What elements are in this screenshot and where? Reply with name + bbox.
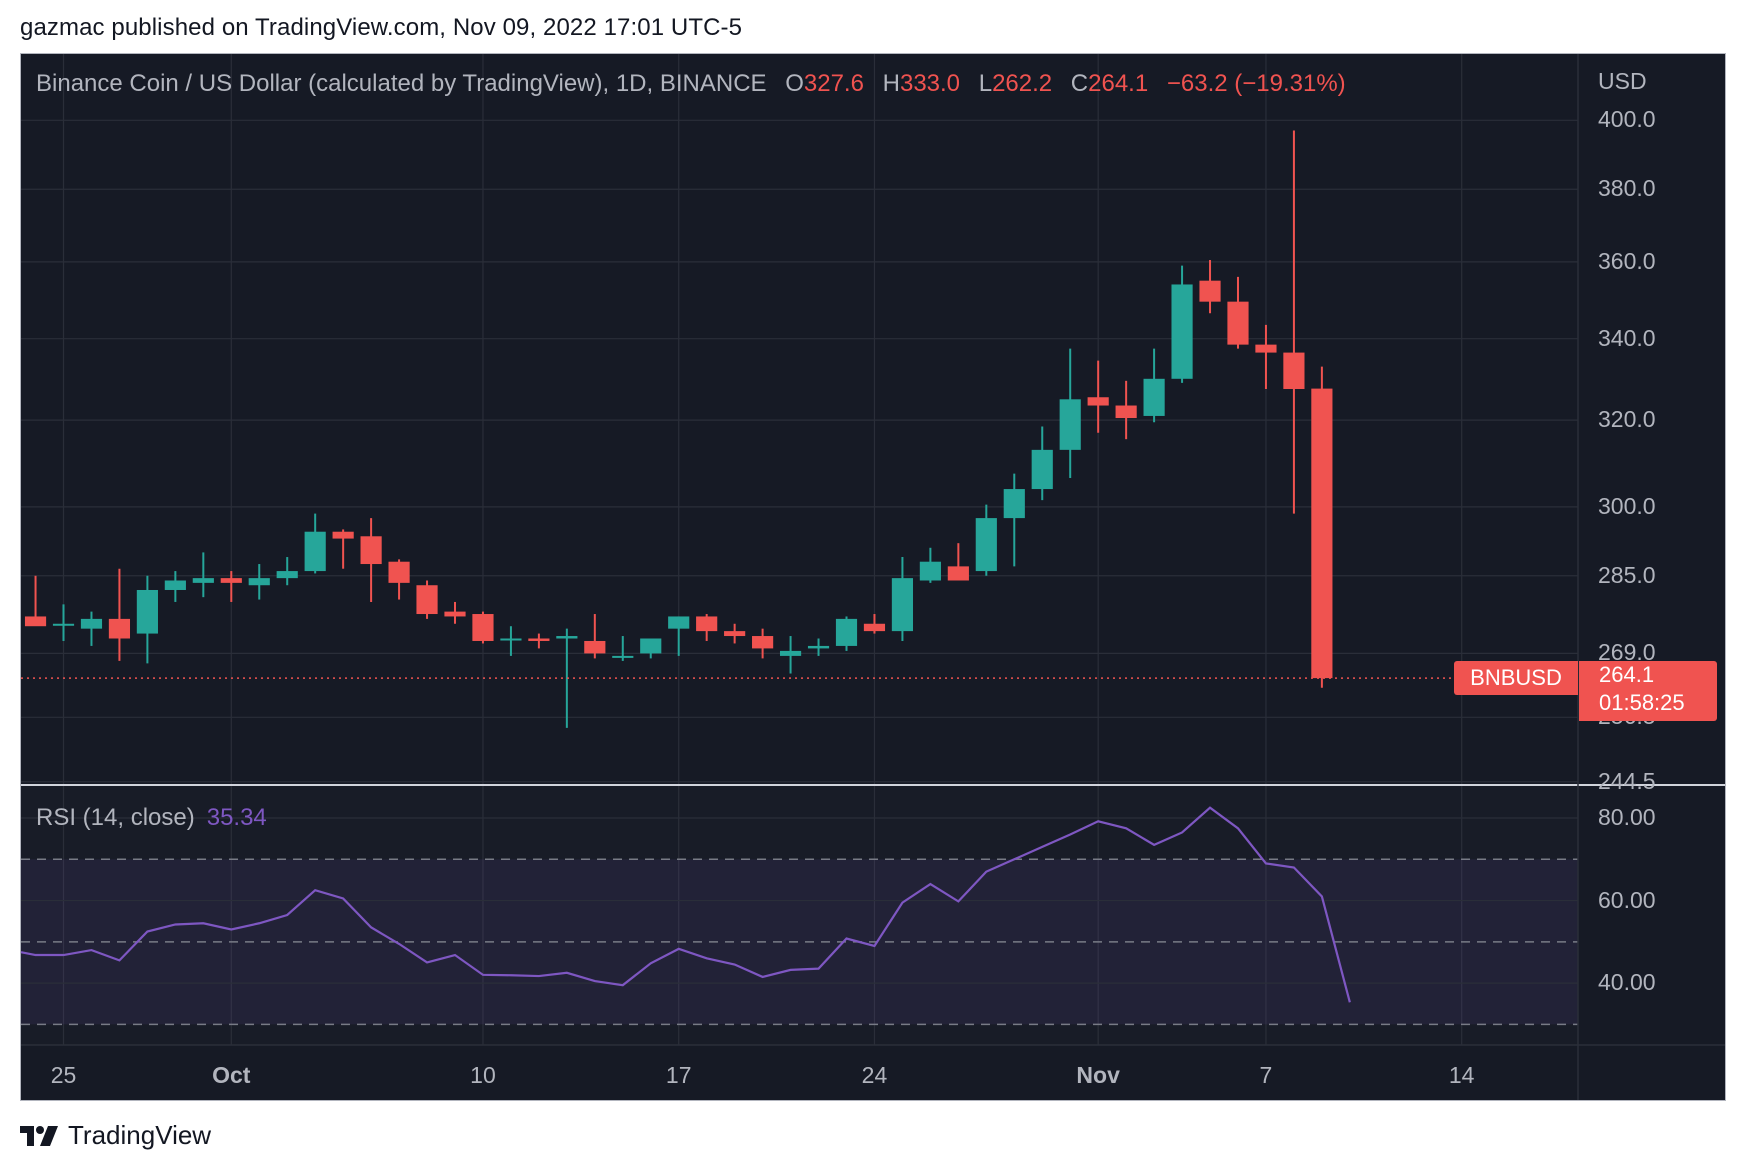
candle-body bbox=[360, 536, 382, 565]
candle-body bbox=[164, 580, 186, 590]
candle-body bbox=[1283, 352, 1305, 390]
price-tick-label: 380.0 bbox=[1598, 175, 1656, 202]
rsi-line bbox=[20, 806, 1351, 1003]
candle-body bbox=[863, 623, 886, 632]
close-label: C bbox=[1070, 70, 1089, 97]
time-tick-label: Nov bbox=[1076, 1062, 1120, 1088]
candle-body bbox=[947, 566, 969, 581]
candle-body bbox=[108, 618, 131, 639]
price-tick-label: 269.0 bbox=[1598, 639, 1656, 666]
candle-body bbox=[1227, 301, 1249, 345]
candle-body bbox=[416, 585, 438, 615]
time-tick-label: 17 bbox=[665, 1062, 692, 1088]
tradingview-logo-text: TradingView bbox=[68, 1120, 212, 1150]
candle-body bbox=[52, 623, 75, 626]
candle-body bbox=[779, 650, 802, 656]
candle-body bbox=[444, 611, 466, 617]
candle-body bbox=[640, 638, 662, 654]
open-value: 327.6 bbox=[803, 70, 864, 97]
last-price-badge: 264.1 01:58:25 bbox=[1579, 661, 1717, 722]
candle-body bbox=[1199, 280, 1221, 302]
candle-body bbox=[1255, 344, 1277, 353]
candle-body bbox=[1031, 449, 1053, 490]
candle-body bbox=[556, 636, 578, 639]
rsi-tick-label: 60.00 bbox=[1598, 886, 1656, 913]
time-tick-label: 7 bbox=[1259, 1062, 1273, 1088]
price-tick-label: 300.0 bbox=[1598, 492, 1656, 519]
price-tick-label: 244.5 bbox=[1598, 767, 1656, 794]
candle-body bbox=[1311, 388, 1333, 679]
candle-body bbox=[1003, 489, 1025, 519]
time-tick-label: Oct bbox=[212, 1062, 251, 1088]
candle-body bbox=[696, 616, 718, 632]
candle-body bbox=[668, 616, 690, 629]
open-label: O bbox=[785, 70, 804, 97]
close-value: 264.1 bbox=[1088, 70, 1149, 97]
time-tick-label: 24 bbox=[861, 1062, 888, 1088]
candle-body bbox=[612, 655, 634, 658]
tradingview-logo-icon bbox=[20, 1125, 58, 1146]
candle-body bbox=[1143, 378, 1165, 416]
last-price: 264.1 bbox=[1599, 662, 1655, 688]
symbol-title: Binance Coin / US Dollar (calculated by … bbox=[36, 70, 767, 97]
symbol-legend: Binance Coin / US Dollar (calculated by … bbox=[36, 70, 1346, 98]
candle-body bbox=[835, 618, 858, 646]
candle-body bbox=[584, 640, 606, 654]
candle-body bbox=[276, 571, 298, 579]
price-pane bbox=[21, 54, 1578, 785]
rsi-value: 35.34 bbox=[206, 804, 267, 831]
candle-body bbox=[528, 638, 550, 641]
price-tick-label: 360.0 bbox=[1598, 247, 1656, 274]
candle-body bbox=[724, 631, 746, 637]
price-tick-label: 340.0 bbox=[1598, 324, 1656, 351]
rsi-pane bbox=[21, 785, 1578, 1045]
low-value: 262.2 bbox=[992, 70, 1053, 97]
low-label: L bbox=[978, 70, 993, 97]
price-tick-label: 400.0 bbox=[1598, 106, 1656, 133]
symbol-badge: BNBUSD bbox=[1454, 661, 1578, 696]
candle-body bbox=[332, 531, 354, 539]
time-tick-label: 25 bbox=[50, 1062, 77, 1088]
price-tick-label: 320.0 bbox=[1598, 406, 1656, 433]
candle-body bbox=[80, 618, 103, 629]
candle-body bbox=[24, 616, 47, 627]
price-tick-label: 285.0 bbox=[1598, 561, 1656, 588]
time-tick-label: 10 bbox=[470, 1062, 496, 1088]
candle-body bbox=[192, 578, 214, 583]
high-value: 333.0 bbox=[899, 70, 961, 97]
currency-label: USD bbox=[1598, 68, 1647, 94]
tradingview-logo[interactable]: TradingView bbox=[20, 1120, 211, 1151]
candle-body bbox=[1087, 397, 1109, 406]
candle-body bbox=[1171, 284, 1193, 379]
candle-body bbox=[388, 561, 410, 583]
rsi-band-fill bbox=[21, 859, 1578, 1025]
candle-body bbox=[1059, 399, 1081, 450]
rsi-tick-label: 80.00 bbox=[1598, 804, 1656, 831]
candle-body bbox=[891, 578, 914, 632]
rsi-tick-label: 40.00 bbox=[1598, 969, 1656, 996]
rsi-legend: RSI (14, close) 35.34 bbox=[36, 804, 267, 832]
bar-countdown: 01:58:25 bbox=[1599, 690, 1685, 716]
candle-body bbox=[919, 561, 941, 581]
candle-body bbox=[220, 578, 242, 583]
candle-body bbox=[975, 518, 997, 572]
publish-info: gazmac published on TradingView.com, Nov… bbox=[20, 14, 743, 41]
rsi-title: RSI (14, close) bbox=[36, 804, 195, 831]
candle-body bbox=[1115, 405, 1137, 419]
candle-body bbox=[500, 638, 522, 641]
candle-body bbox=[248, 578, 270, 586]
high-label: H bbox=[882, 70, 900, 97]
candle-body bbox=[136, 589, 158, 634]
time-tick-label: 14 bbox=[1448, 1062, 1475, 1088]
candle-body bbox=[472, 614, 494, 641]
candle-body bbox=[304, 531, 326, 572]
candle-body bbox=[807, 645, 830, 649]
time-axis-bg bbox=[21, 1046, 1725, 1100]
candle-body bbox=[752, 636, 774, 649]
change-value: −63.2 (−19.31%) bbox=[1166, 70, 1346, 97]
